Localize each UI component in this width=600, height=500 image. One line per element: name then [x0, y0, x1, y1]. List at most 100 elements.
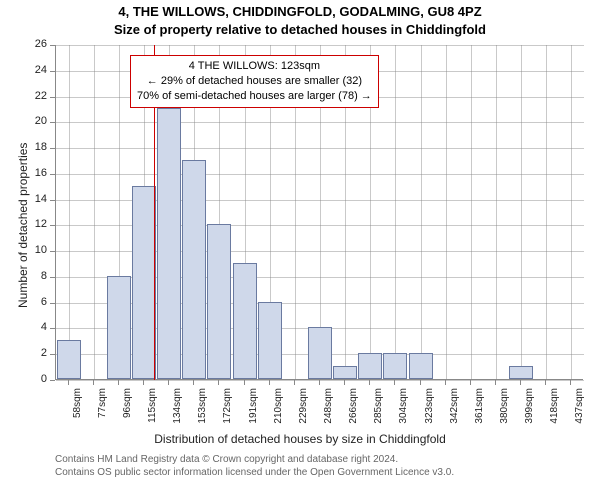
- gridline-h: [56, 380, 584, 381]
- xtick-mark: [294, 380, 295, 385]
- xtick-mark: [369, 380, 370, 385]
- xtick-mark: [93, 380, 94, 385]
- ytick-mark: [50, 174, 55, 175]
- xtick-mark: [244, 380, 245, 385]
- annotation-box: 4 THE WILLOWS: 123sqm ← 29% of detached …: [130, 55, 379, 108]
- ytick-label: 18: [0, 141, 47, 153]
- ytick-label: 14: [0, 193, 47, 205]
- histogram-bar: [333, 366, 357, 379]
- xtick-mark: [143, 380, 144, 385]
- histogram-bar: [207, 224, 231, 379]
- ytick-label: 16: [0, 167, 47, 179]
- gridline-v: [395, 45, 396, 380]
- xtick-mark: [445, 380, 446, 385]
- xtick-label: 437sqm: [574, 388, 585, 438]
- xtick-mark: [520, 380, 521, 385]
- gridline-v: [571, 45, 572, 380]
- attribution-text: Contains HM Land Registry data © Crown c…: [55, 454, 454, 479]
- histogram-bar: [383, 353, 407, 379]
- xtick-mark: [545, 380, 546, 385]
- gridline-v: [471, 45, 472, 380]
- ytick-label: 4: [0, 321, 47, 333]
- xtick-label: 248sqm: [323, 388, 334, 438]
- xtick-label: 172sqm: [222, 388, 233, 438]
- xtick-label: 285sqm: [373, 388, 384, 438]
- gridline-v: [94, 45, 95, 380]
- gridline-v: [69, 45, 70, 380]
- xtick-mark: [218, 380, 219, 385]
- chart-subtitle: Size of property relative to detached ho…: [0, 22, 600, 37]
- xtick-label: 380sqm: [499, 388, 510, 438]
- ytick-mark: [50, 200, 55, 201]
- xtick-label: 96sqm: [122, 388, 133, 438]
- xtick-label: 191sqm: [248, 388, 259, 438]
- annotation-line3: 70% of semi-detached houses are larger (…: [137, 89, 372, 104]
- chart-title-line1: 4, THE WILLOWS, CHIDDINGFOLD, GODALMING,…: [0, 4, 600, 19]
- histogram-bar: [182, 160, 206, 379]
- xtick-label: 266sqm: [348, 388, 359, 438]
- xtick-label: 134sqm: [172, 388, 183, 438]
- ytick-label: 2: [0, 347, 47, 359]
- histogram-bar: [157, 108, 181, 379]
- xtick-label: 304sqm: [398, 388, 409, 438]
- ytick-mark: [50, 354, 55, 355]
- ytick-label: 6: [0, 296, 47, 308]
- ytick-label: 10: [0, 244, 47, 256]
- ytick-mark: [50, 277, 55, 278]
- histogram-bar: [409, 353, 433, 379]
- xtick-label: 77sqm: [97, 388, 108, 438]
- xtick-mark: [570, 380, 571, 385]
- histogram-bar: [358, 353, 382, 379]
- gridline-v: [521, 45, 522, 380]
- ytick-label: 22: [0, 90, 47, 102]
- annotation-line1: 4 THE WILLOWS: 123sqm: [137, 59, 372, 74]
- xtick-label: 115sqm: [147, 388, 158, 438]
- ytick-mark: [50, 303, 55, 304]
- xtick-label: 58sqm: [72, 388, 83, 438]
- histogram-bar: [233, 263, 257, 379]
- xtick-mark: [470, 380, 471, 385]
- xtick-mark: [168, 380, 169, 385]
- xtick-label: 153sqm: [197, 388, 208, 438]
- xtick-label: 210sqm: [273, 388, 284, 438]
- xtick-label: 361sqm: [474, 388, 485, 438]
- attribution-line2: Contains OS public sector information li…: [55, 467, 454, 480]
- ytick-mark: [50, 122, 55, 123]
- ytick-mark: [50, 45, 55, 46]
- xtick-label: 342sqm: [449, 388, 460, 438]
- ytick-label: 20: [0, 115, 47, 127]
- gridline-v: [546, 45, 547, 380]
- xtick-mark: [193, 380, 194, 385]
- ytick-label: 26: [0, 38, 47, 50]
- ytick-mark: [50, 225, 55, 226]
- xtick-label: 399sqm: [524, 388, 535, 438]
- ytick-mark: [50, 251, 55, 252]
- ytick-label: 24: [0, 64, 47, 76]
- xtick-mark: [420, 380, 421, 385]
- histogram-bar: [57, 340, 81, 379]
- histogram-bar: [308, 327, 332, 379]
- chart-container: 4, THE WILLOWS, CHIDDINGFOLD, GODALMING,…: [0, 0, 600, 500]
- xtick-mark: [68, 380, 69, 385]
- ytick-mark: [50, 380, 55, 381]
- histogram-bar: [258, 302, 282, 379]
- xtick-label: 323sqm: [424, 388, 435, 438]
- xtick-label: 418sqm: [549, 388, 560, 438]
- ytick-mark: [50, 148, 55, 149]
- histogram-bar: [509, 366, 533, 379]
- annotation-line2: ← 29% of detached houses are smaller (32…: [137, 74, 372, 89]
- histogram-bar: [132, 186, 156, 379]
- ytick-mark: [50, 328, 55, 329]
- ytick-label: 0: [0, 373, 47, 385]
- xtick-mark: [394, 380, 395, 385]
- histogram-bar: [107, 276, 131, 379]
- ytick-mark: [50, 97, 55, 98]
- ytick-mark: [50, 71, 55, 72]
- gridline-v: [421, 45, 422, 380]
- xtick-mark: [118, 380, 119, 385]
- xtick-label: 229sqm: [298, 388, 309, 438]
- xtick-mark: [269, 380, 270, 385]
- xtick-mark: [495, 380, 496, 385]
- xtick-mark: [319, 380, 320, 385]
- xtick-mark: [344, 380, 345, 385]
